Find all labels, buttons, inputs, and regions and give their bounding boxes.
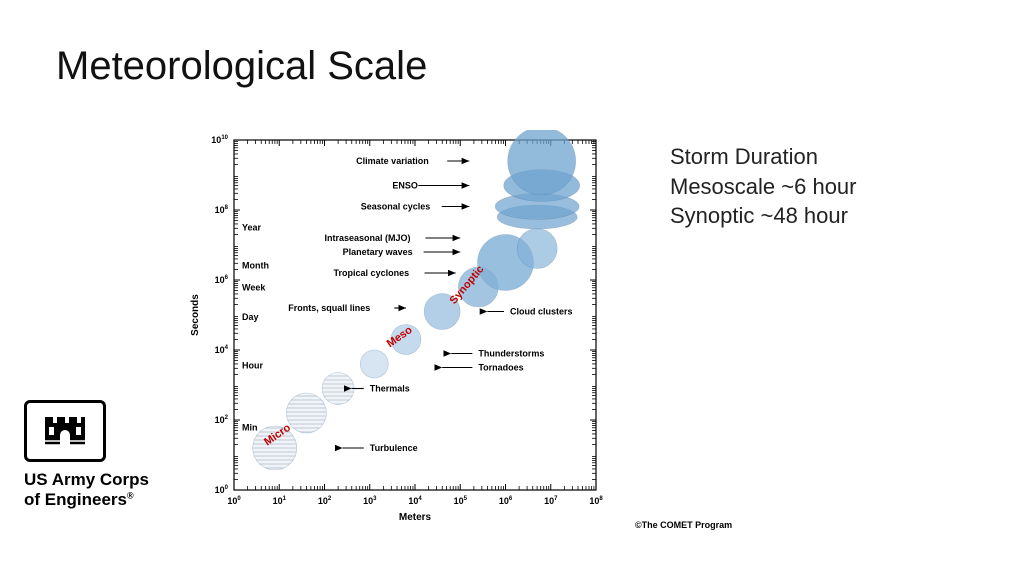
side-line-1: Storm Duration (670, 142, 857, 172)
side-text: Storm Duration Mesoscale ~6 hour Synopti… (670, 142, 857, 231)
phenomenon-label: Tornadoes (478, 363, 523, 373)
y-tick: 102 (215, 415, 229, 425)
y-tick: 106 (215, 275, 229, 285)
y-tick: 108 (215, 205, 229, 215)
x-tick: 101 (273, 496, 287, 506)
org-line-1: US Army Corps (24, 470, 174, 490)
phenomenon-label: Cloud clusters (510, 307, 573, 317)
chart: 100 101 102 103 104 105 106 107 108 Meters 100 102 1… (180, 130, 620, 530)
x-tick: 103 (363, 496, 377, 506)
org-line-2-text: of Engineers (24, 490, 127, 509)
x-axis-title: Meters (399, 512, 432, 523)
page-title: Meteorological Scale (56, 44, 427, 89)
side-line-2: Mesoscale ~6 hour (670, 172, 857, 202)
credit: ©The COMET Program (635, 520, 732, 530)
x-tick: 108 (589, 496, 603, 506)
bubble (286, 393, 326, 433)
phenomenon-label: Thermals (370, 384, 410, 394)
phenomenon-label: ENSO (392, 181, 418, 191)
phenomenon-label: Turbulence (370, 443, 418, 453)
y-guide: Day (242, 312, 259, 322)
y-tick: 1010 (211, 135, 228, 145)
bubble (508, 130, 576, 195)
y-guide: Year (242, 223, 262, 233)
y-guide: Min (242, 423, 258, 433)
org-logo: US Army Corps of Engineers® (24, 400, 174, 509)
x-tick: 105 (454, 496, 468, 506)
reg-mark: ® (127, 490, 134, 500)
y-guide: Hour (242, 360, 263, 370)
phenomenon-label: Fronts, squall lines (288, 303, 370, 313)
castle-icon (24, 400, 106, 462)
y-axis-title: Seconds (190, 294, 201, 336)
org-line-2: of Engineers® (24, 490, 174, 510)
x-tick: 107 (544, 496, 558, 506)
bubble (360, 350, 388, 378)
y-guide: Month (242, 260, 269, 270)
phenomenon-label: Thunderstorms (478, 349, 544, 359)
x-tick: 104 (408, 496, 422, 506)
phenomenon-label: Climate variation (356, 156, 429, 166)
y-tick: 100 (215, 485, 229, 495)
bubble (517, 229, 557, 269)
phenomenon-label: Seasonal cycles (361, 202, 431, 212)
slide: Meteorological Scale 1001011021031041051… (0, 0, 1024, 576)
side-line-3: Synoptic ~48 hour (670, 201, 857, 231)
y-guide: Week (242, 283, 266, 293)
phenomenon-label: Intraseasonal (MJO) (325, 233, 411, 243)
bubble (322, 373, 354, 405)
y-tick: 104 (215, 345, 229, 355)
x-tick: 106 (499, 496, 513, 506)
phenomenon-label: Tropical cyclones (334, 268, 410, 278)
phenomenon-label: Planetary waves (343, 247, 413, 257)
x-tick: 100 (227, 496, 241, 506)
chart-svg: 100 101 102 103 104 105 106 107 108 Meters 100 102 1… (180, 130, 620, 530)
x-tick: 102 (318, 496, 332, 506)
